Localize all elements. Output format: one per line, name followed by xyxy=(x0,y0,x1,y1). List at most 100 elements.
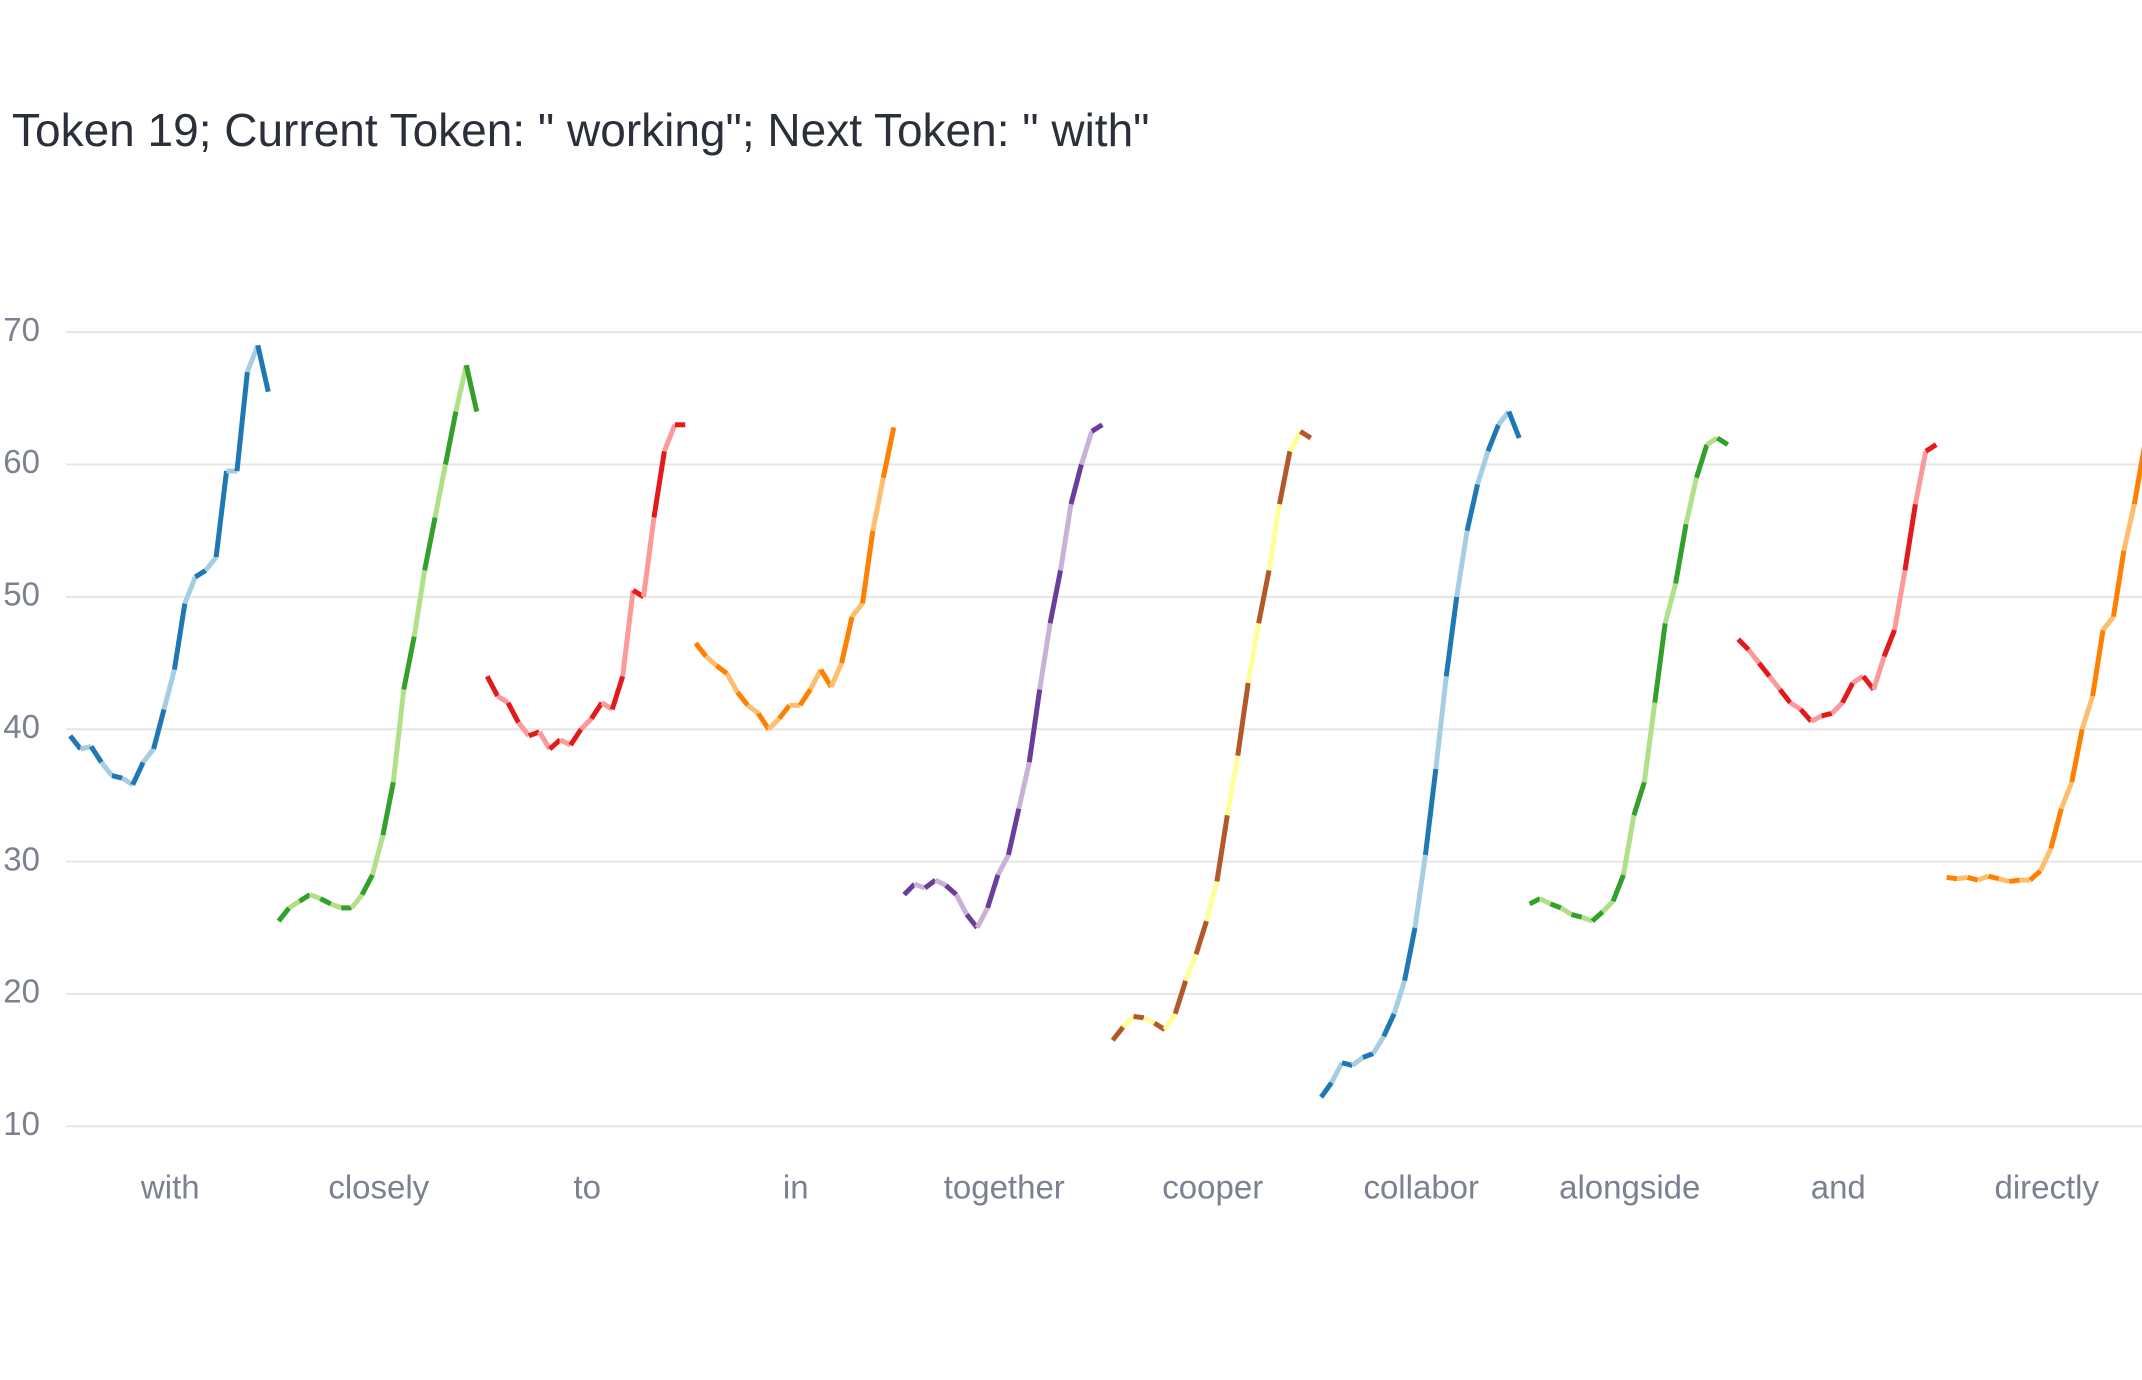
line-segment xyxy=(1987,873,2000,882)
line-segment xyxy=(1224,755,1241,816)
line-segment xyxy=(1777,687,1793,705)
line-segment xyxy=(1361,1051,1375,1060)
line-segment xyxy=(1443,596,1460,677)
line-segment xyxy=(79,743,92,752)
line-segment xyxy=(1433,675,1449,770)
line-segment xyxy=(974,906,990,929)
line-segment xyxy=(1694,443,1710,479)
line-segment xyxy=(1245,622,1262,684)
line-segment xyxy=(756,711,771,731)
line-segment xyxy=(1600,899,1615,914)
line-segment xyxy=(1892,569,1908,631)
line-segment xyxy=(1715,435,1730,447)
line-segment xyxy=(1235,682,1251,757)
line-segment xyxy=(422,516,438,571)
line-segment xyxy=(735,690,750,707)
line-segment xyxy=(1319,1081,1334,1099)
line-segment xyxy=(746,703,760,716)
line-segment xyxy=(527,729,541,739)
line-segment xyxy=(1610,873,1626,903)
line-segment xyxy=(130,761,146,786)
y-tick-label: 50 xyxy=(3,576,40,613)
line-segment xyxy=(1757,661,1772,678)
line-segment xyxy=(651,450,667,518)
line-segment xyxy=(1924,442,1938,454)
y-tick-label: 40 xyxy=(3,708,40,745)
line-segment xyxy=(1454,530,1470,598)
line-segment xyxy=(1058,503,1074,571)
line-segment xyxy=(1683,477,1699,525)
line-segment xyxy=(111,773,123,781)
line-segment xyxy=(1350,1055,1365,1068)
line-segment xyxy=(2059,781,2075,810)
line-segment xyxy=(2069,728,2085,783)
line-segment xyxy=(1047,569,1063,624)
line-segment xyxy=(319,896,332,907)
line-segment xyxy=(662,423,678,453)
line-segment xyxy=(453,364,469,413)
x-tick-label: to xyxy=(573,1169,601,1206)
line-segment xyxy=(2028,868,2043,882)
line-segment xyxy=(985,874,1001,909)
line-segment xyxy=(548,737,562,751)
line-segment xyxy=(880,426,897,479)
line-segment xyxy=(1830,700,1845,716)
line-segment xyxy=(2090,629,2106,697)
line-segment xyxy=(693,641,709,658)
x-tick-label: in xyxy=(783,1169,809,1206)
line-segment xyxy=(432,464,448,518)
line-segment xyxy=(370,834,386,876)
line-segment xyxy=(954,893,969,916)
line-segment xyxy=(1485,423,1501,453)
line-segment xyxy=(161,669,177,710)
line-segment xyxy=(1162,1012,1178,1032)
line-segment xyxy=(828,662,844,688)
line-segment xyxy=(1798,707,1814,723)
line-segment xyxy=(995,853,1011,876)
line-segment xyxy=(704,654,719,668)
line-segment xyxy=(766,716,781,731)
line-segment xyxy=(808,668,823,691)
line-segment xyxy=(1172,979,1189,1015)
line-segment xyxy=(641,517,657,598)
line-segment xyxy=(390,689,407,783)
x-tick-label: with xyxy=(140,1169,200,1206)
x-tick-label: and xyxy=(1811,1169,1866,1206)
line-segment xyxy=(1204,880,1220,922)
line-segment xyxy=(276,906,292,923)
line-segment xyxy=(1133,1013,1145,1021)
line-segment xyxy=(484,675,500,698)
line-segment xyxy=(1298,429,1313,441)
line-segment xyxy=(1287,430,1303,453)
line-segment xyxy=(1881,629,1897,658)
line-segment xyxy=(537,730,552,751)
line-segment xyxy=(1153,1020,1167,1032)
line-segment xyxy=(213,470,230,558)
x-tick-label: together xyxy=(944,1169,1065,1206)
line-segment xyxy=(923,878,937,891)
line-segment xyxy=(193,568,208,580)
line-segment xyxy=(329,901,343,911)
line-segment xyxy=(1475,450,1491,486)
line-segment xyxy=(1090,422,1104,434)
line-segment xyxy=(902,882,917,897)
x-tick-label: closely xyxy=(328,1169,429,1206)
line-segment xyxy=(620,589,636,677)
line-segment xyxy=(2111,550,2127,618)
line-segment xyxy=(1277,450,1293,505)
line-segment xyxy=(505,701,521,724)
line-segment xyxy=(568,727,584,747)
y-tick-label: 10 xyxy=(3,1105,40,1142)
x-tick-label: directly xyxy=(1994,1169,2099,1206)
line-segment xyxy=(1016,761,1032,810)
line-segment xyxy=(380,781,396,836)
line-segment xyxy=(2131,445,2142,505)
line-segment xyxy=(1266,503,1282,571)
line-segment xyxy=(2038,847,2054,872)
line-segment xyxy=(1966,875,1979,883)
line-segment xyxy=(797,688,813,707)
y-tick-label: 60 xyxy=(3,443,40,480)
line-segment xyxy=(1371,1034,1386,1055)
